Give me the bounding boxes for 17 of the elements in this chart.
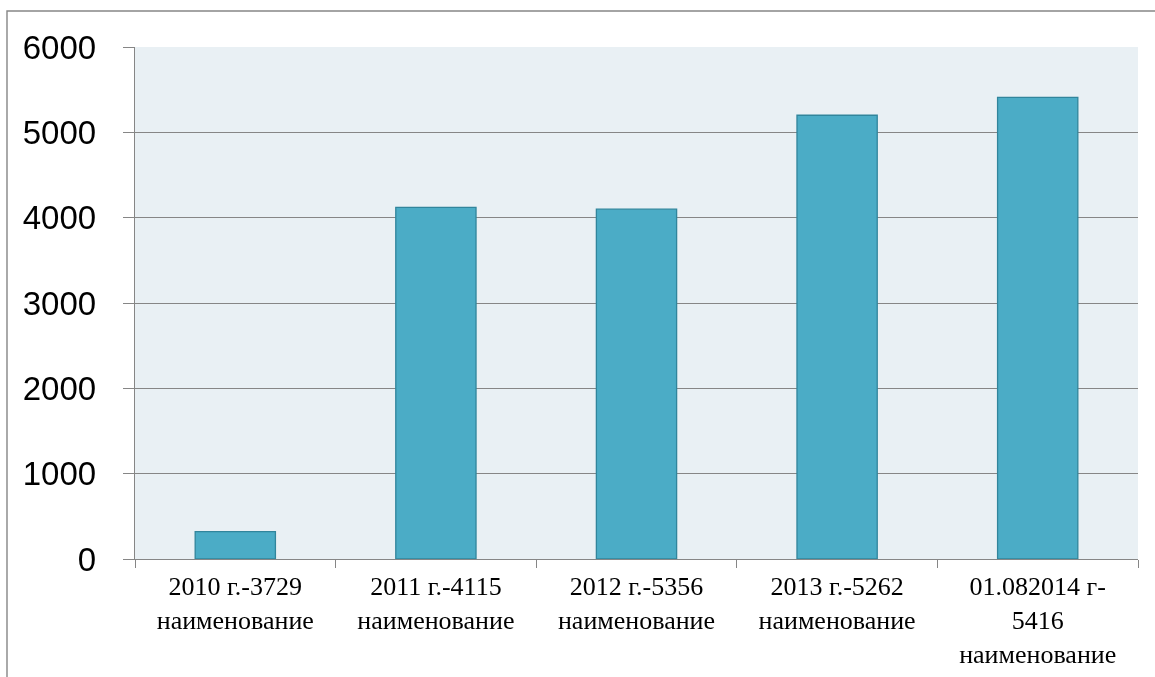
y-tick-label: 1000 [22,455,97,493]
y-tick-label: 5000 [22,113,97,151]
x-tick-label: 2011 г.-4115 наименование [357,572,515,636]
y-tick-label: 2000 [22,369,97,407]
bar [395,206,477,559]
y-tick-label: 0 [77,540,97,578]
x-tick-label: 2012 г.-5356 наименование [557,572,716,636]
x-tick-label: 2013 г.-5262 наименование [758,572,916,636]
bar [796,114,878,559]
y-tick-label: 4000 [22,199,97,237]
y-tick-label: 3000 [22,284,97,322]
x-tick-label: 01.082014 г-5416 наименование [959,572,1117,669]
bar [996,96,1079,559]
bar [194,531,277,559]
x-tick-label: 2010 г.-3729 наименование [156,572,314,636]
bar [595,208,678,559]
y-tick-label: 6000 [22,28,97,66]
